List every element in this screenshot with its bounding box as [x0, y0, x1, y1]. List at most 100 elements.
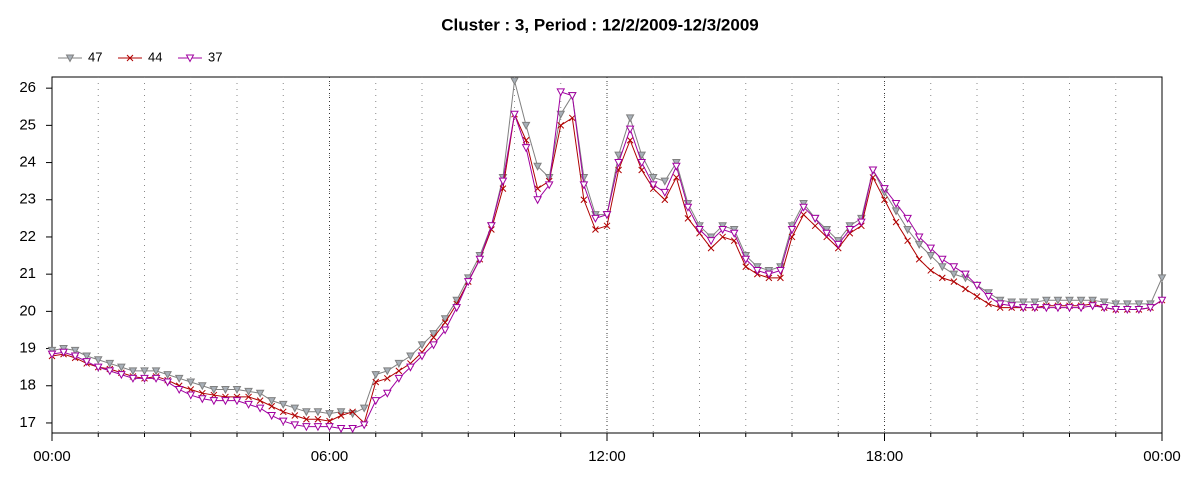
data-point	[962, 285, 969, 293]
data-point	[163, 371, 172, 380]
data-point	[857, 218, 866, 227]
data-point	[232, 397, 242, 406]
data-point	[914, 233, 924, 242]
data-point	[140, 374, 149, 383]
data-point	[302, 423, 311, 432]
legend-marker	[126, 54, 134, 62]
data-point	[1007, 302, 1017, 311]
data-point	[174, 374, 184, 383]
y-tick-label: 23	[19, 191, 36, 208]
data-point	[440, 326, 450, 335]
data-point	[903, 226, 912, 235]
data-point	[950, 278, 958, 285]
data-point	[1076, 304, 1086, 313]
y-tick-label: 18	[19, 377, 36, 394]
data-point	[1065, 304, 1074, 313]
data-point	[903, 214, 912, 223]
data-point	[591, 214, 600, 223]
data-point	[1111, 305, 1121, 315]
data-point	[198, 389, 206, 397]
data-point	[1088, 296, 1097, 305]
data-point	[417, 341, 427, 350]
data-point	[232, 385, 242, 395]
data-point	[718, 226, 727, 235]
data-point	[1018, 304, 1028, 313]
data-point	[487, 222, 496, 231]
chart-title: Cluster : 3, Period : 12/2/2009-12/3/200…	[441, 15, 759, 34]
data-point	[325, 410, 334, 419]
data-point	[303, 415, 310, 423]
data-point	[672, 162, 681, 171]
data-point	[638, 166, 646, 174]
data-point	[326, 417, 333, 425]
data-point	[371, 397, 381, 406]
data-point	[648, 173, 658, 182]
data-point	[313, 423, 323, 432]
data-point	[430, 334, 437, 341]
data-point	[614, 159, 623, 168]
data-point	[429, 330, 438, 339]
data-point	[372, 378, 380, 386]
data-point	[510, 77, 519, 86]
data-point	[533, 196, 542, 205]
data-point	[937, 255, 947, 264]
data-point	[660, 177, 670, 186]
y-tick-label: 25	[19, 116, 36, 133]
legend-label: 37	[208, 49, 222, 64]
data-point	[255, 404, 265, 413]
y-tick-label: 21	[19, 265, 36, 282]
data-point	[904, 237, 911, 245]
data-point	[1042, 304, 1051, 313]
data-point	[140, 367, 149, 376]
data-point	[186, 391, 196, 400]
data-point	[787, 226, 797, 235]
data-point	[707, 244, 715, 252]
data-point	[151, 367, 161, 376]
data-point	[938, 274, 946, 282]
data-point	[47, 350, 57, 359]
data-point	[1157, 274, 1167, 283]
data-point	[556, 88, 566, 97]
y-tick-label: 24	[19, 154, 36, 171]
legend-marker	[65, 54, 75, 63]
data-point	[580, 196, 588, 204]
data-point	[683, 203, 693, 212]
data-point	[105, 359, 115, 368]
data-point	[1076, 296, 1086, 305]
data-point	[59, 348, 68, 357]
data-point	[822, 229, 832, 238]
data-point	[1030, 304, 1040, 313]
data-point	[579, 181, 589, 190]
data-point	[349, 408, 356, 416]
data-point	[117, 371, 126, 380]
data-point	[568, 114, 576, 122]
data-point	[927, 267, 935, 274]
data-point	[1122, 305, 1132, 315]
data-point	[777, 274, 784, 282]
data-point	[881, 196, 888, 204]
legend-label: 47	[88, 49, 102, 64]
x-tick-label: 06:00	[311, 448, 349, 465]
data-point	[394, 374, 404, 383]
data-point	[810, 214, 820, 223]
data-point	[337, 412, 345, 419]
data-point	[290, 404, 300, 413]
data-point	[592, 226, 599, 233]
data-point	[395, 367, 403, 375]
data-point	[209, 385, 219, 395]
data-point	[382, 389, 392, 398]
data-point	[429, 341, 438, 350]
data-point	[452, 304, 462, 313]
data-point	[521, 121, 531, 130]
data-point	[637, 159, 647, 168]
data-point	[1122, 300, 1132, 309]
data-point	[741, 255, 751, 264]
data-point	[521, 144, 531, 153]
data-point	[1134, 300, 1144, 309]
data-point	[394, 359, 404, 368]
data-point	[256, 397, 264, 404]
data-point	[417, 352, 427, 361]
data-point	[1134, 305, 1144, 315]
data-point	[776, 266, 785, 275]
data-point	[163, 378, 172, 387]
